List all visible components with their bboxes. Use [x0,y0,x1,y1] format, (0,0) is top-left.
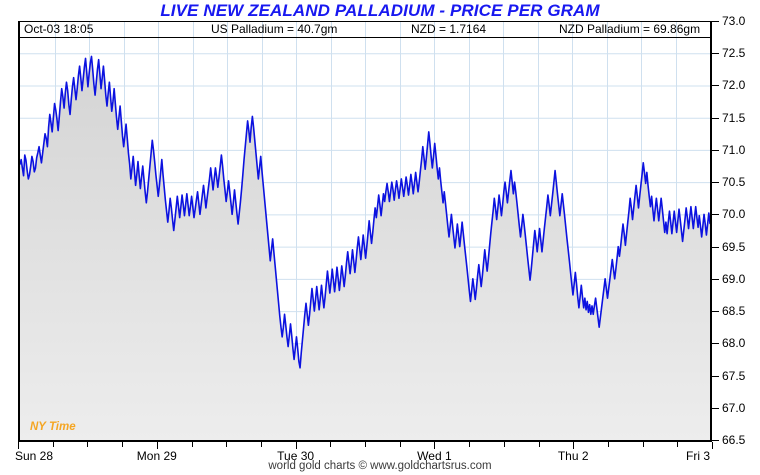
plot-inner [20,21,710,440]
footer-credit: world gold charts © www.goldchartsrus.co… [268,460,492,472]
y-tick-label: 70.0 [722,207,746,222]
y-tick [712,407,719,409]
y-tick [712,311,719,313]
y-tick [712,53,719,55]
y-tick-label: 70.5 [722,175,746,190]
y-tick-label: 68.5 [722,304,746,319]
x-tick-label: Fri 3 [686,449,710,463]
x-axis-ticks [18,442,714,449]
x-tick-label: Tue 30 [277,449,315,463]
timestamp-label: Oct-03 18:05 [24,22,94,36]
y-tick-label: 71.5 [722,110,746,125]
x-tick-label: Wed 1 [417,449,452,463]
y-tick [712,343,719,345]
x-tick-minor [607,442,609,447]
x-tick-major [18,442,19,449]
y-tick-label: 67.0 [722,400,746,415]
page-title: LIVE NEW ZEALAND PALLADIUM - PRICE PER G… [160,1,600,20]
x-tick-major [573,442,575,449]
y-tick-label: 72.0 [722,78,746,93]
x-tick-minor [226,442,228,447]
y-tick-label: 66.5 [722,433,746,447]
x-tick-label: Thu 2 [557,449,589,463]
x-tick-label: Mon 29 [136,449,177,463]
x-tick-minor [122,442,124,447]
x-tick-major [712,442,713,449]
plot-area[interactable] [18,21,712,442]
x-tick-minor [642,442,644,447]
us-palladium-label: US Palladium = 40.7gm [211,22,338,36]
x-tick-minor [87,442,89,447]
x-tick-minor [469,442,471,447]
y-tick [712,440,719,441]
x-tick-label: Sun 28 [14,449,54,463]
y-tick [712,375,719,377]
nzd-rate-label: NZD = 1.7164 [411,22,487,36]
y-tick-label: 71.0 [722,142,746,157]
y-tick-label: 68.0 [722,336,746,351]
x-tick-minor [365,442,366,447]
x-tick-minor [52,442,54,447]
x-tick-minor [677,442,679,447]
y-tick [712,85,719,87]
x-tick-minor [330,442,332,447]
x-tick-minor [538,442,540,447]
x-tick-major [295,442,297,449]
y-tick [712,117,719,119]
y-tick [712,214,719,216]
x-tick-minor [191,442,193,447]
info-bar: Oct-03 18:05 US Palladium = 40.7gm NZD =… [18,21,712,38]
y-tick [712,278,719,280]
nzd-palladium-label: NZD Palladium = 69.86gm [559,22,701,36]
y-tick [712,149,719,151]
y-axis: 73.0 72.5 72.0 71.5 71.0 70.5 70.0 69.5 69.0 68.5… [712,15,760,447]
x-tick-major [156,442,158,449]
x-tick-minor [503,442,505,447]
y-tick-label: 73.0 [722,14,746,28]
x-tick-minor [399,442,401,447]
y-tick-label: 69.0 [722,271,746,286]
y-tick [712,21,719,22]
price-line-chart [20,21,710,440]
y-tick-label: 67.5 [722,368,746,383]
x-axis-labels: Sun 28 Mon 29 Tue 30 Wed 1 Thu 2 Fri 3 [0,449,760,465]
y-tick-label: 72.5 [722,46,746,61]
y-tick [712,182,719,184]
x-tick-minor [260,442,262,447]
x-tick-major [434,442,436,449]
timezone-label: NY Time [30,421,76,433]
y-tick-label: 69.5 [722,239,746,254]
y-tick [712,246,719,248]
